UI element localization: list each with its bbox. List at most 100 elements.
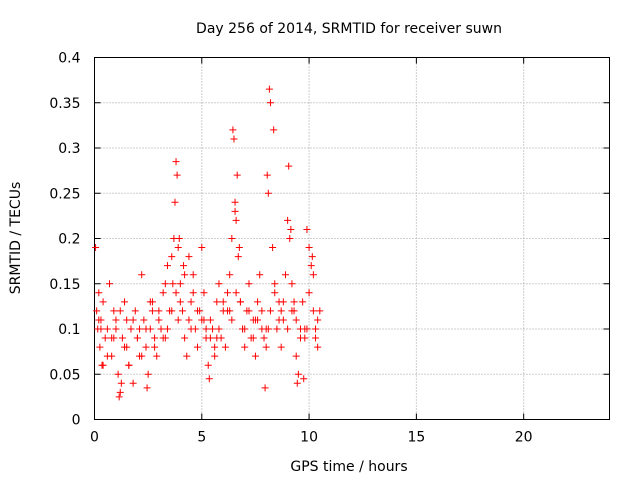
- data-point: [178, 307, 186, 315]
- x-tick-label: 20: [515, 430, 533, 446]
- data-point: [233, 171, 241, 179]
- data-point: [200, 316, 208, 324]
- y-tick-label: 0.15: [49, 277, 80, 293]
- data-point: [284, 325, 292, 333]
- data-point: [303, 325, 311, 333]
- data-point: [155, 316, 163, 324]
- data-point: [230, 135, 238, 143]
- data-point: [181, 334, 189, 342]
- data-point: [312, 334, 320, 342]
- data-point: [175, 235, 183, 242]
- data-point: [143, 384, 151, 392]
- data-point: [189, 271, 197, 279]
- data-point: [183, 352, 191, 360]
- data-points: [92, 85, 324, 401]
- data-point: [123, 316, 131, 324]
- data-point: [231, 207, 239, 215]
- data-point: [228, 235, 236, 242]
- data-point: [131, 307, 139, 315]
- data-point: [234, 253, 242, 261]
- data-point: [284, 216, 292, 224]
- data-point: [288, 280, 296, 288]
- data-point: [300, 375, 308, 383]
- data-point: [314, 343, 322, 351]
- data-point: [286, 235, 294, 242]
- data-point: [277, 307, 285, 315]
- data-point: [148, 307, 156, 315]
- data-point: [292, 316, 300, 324]
- data-point: [146, 298, 154, 306]
- data-point: [249, 334, 257, 342]
- data-point: [232, 289, 240, 297]
- axis-ticks: 0 5 10 15 20 0 0.05 0.1 0.15 0.2 0.25 0.3 0.35 0.4: [49, 51, 610, 446]
- data-point: [151, 343, 159, 351]
- data-point: [316, 307, 324, 315]
- data-point: [251, 316, 259, 324]
- data-point: [110, 334, 118, 342]
- data-point: [270, 126, 278, 134]
- data-point: [305, 244, 313, 252]
- data-point: [173, 171, 181, 179]
- data-point: [224, 289, 232, 297]
- data-point: [95, 316, 103, 324]
- data-point: [204, 361, 212, 369]
- data-point: [264, 189, 272, 197]
- data-point: [258, 325, 266, 333]
- data-point: [213, 334, 221, 342]
- data-point: [271, 289, 279, 297]
- data-point: [194, 307, 201, 315]
- data-point: [198, 244, 206, 252]
- data-point: [168, 307, 176, 315]
- data-point: [115, 393, 123, 401]
- data-point: [292, 352, 300, 360]
- data-point: [297, 334, 304, 342]
- data-point: [140, 316, 148, 324]
- data-point: [185, 253, 193, 261]
- data-point: [163, 262, 171, 270]
- y-tick-label: 0.1: [58, 322, 80, 338]
- data-point: [245, 280, 253, 288]
- data-point: [163, 325, 171, 333]
- data-point: [288, 307, 296, 315]
- chart-title: Day 256 of 2014, SRMTID for receiver suw…: [196, 21, 502, 37]
- data-point: [99, 298, 107, 306]
- data-point: [96, 343, 104, 351]
- data-point: [236, 298, 244, 306]
- data-point: [309, 307, 317, 315]
- data-point: [136, 325, 144, 333]
- data-point: [125, 361, 133, 369]
- data-point: [281, 271, 289, 279]
- data-point: [290, 298, 298, 306]
- data-point: [308, 253, 316, 261]
- data-point: [103, 325, 111, 333]
- data-point: [271, 280, 279, 288]
- data-point: [151, 334, 159, 342]
- data-point: [116, 388, 124, 396]
- y-tick-label: 0.4: [58, 51, 80, 67]
- data-point: [93, 307, 101, 315]
- data-point: [185, 316, 193, 324]
- data-point: [285, 162, 293, 170]
- data-point: [263, 171, 271, 179]
- data-point: [157, 325, 165, 333]
- data-point: [239, 325, 247, 333]
- data-point: [262, 343, 270, 351]
- data-point: [209, 325, 217, 333]
- data-point: [231, 198, 239, 206]
- data-point: [241, 343, 249, 351]
- data-point: [226, 307, 234, 315]
- x-tick-label: 0: [90, 430, 99, 446]
- data-point: [138, 271, 146, 279]
- data-point: [144, 370, 152, 378]
- data-point: [256, 271, 264, 279]
- data-point: [254, 298, 262, 306]
- data-point: [309, 271, 317, 279]
- data-point: [187, 325, 195, 333]
- data-point: [153, 352, 161, 360]
- data-point: [251, 352, 259, 360]
- data-point: [194, 343, 201, 351]
- data-point: [219, 298, 227, 306]
- data-point: [171, 198, 179, 206]
- data-point: [118, 334, 126, 342]
- data-point: [258, 307, 266, 315]
